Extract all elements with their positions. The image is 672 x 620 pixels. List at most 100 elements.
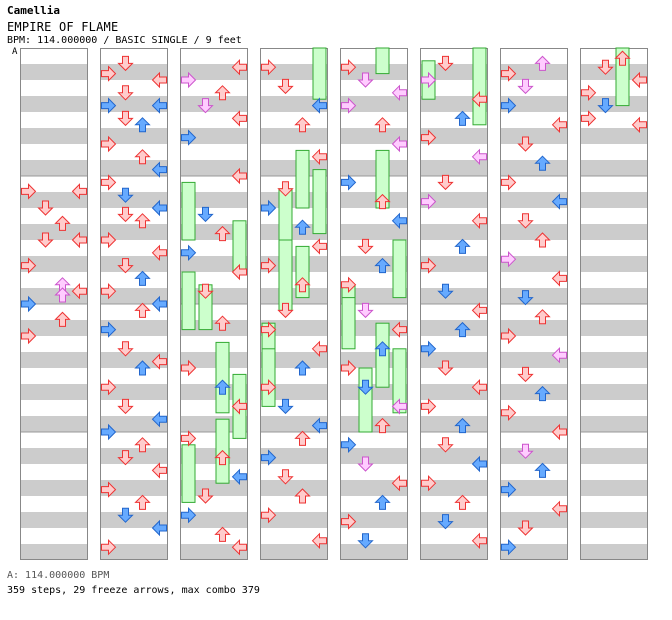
arrow-up-blue (134, 270, 151, 286)
beat-stripe (580, 320, 648, 336)
beat-stripe (340, 288, 408, 304)
beat-stripe (420, 288, 488, 304)
arrow-left-blue (101, 423, 117, 441)
arrow-right-red (551, 116, 567, 134)
arrow-shape (261, 378, 277, 396)
arrow-shape (71, 231, 87, 249)
arrow-right-blue (311, 417, 327, 434)
freeze-arrow-right (312, 47, 327, 100)
chart-info: BPM: 114.000000 / BASIC SINGLE / 9 feet (7, 35, 242, 46)
beat-stripe (20, 192, 88, 208)
arrow-left-red (261, 58, 277, 76)
arrow-shape (391, 84, 407, 102)
arrow-up-red (294, 430, 311, 446)
beat-stripe (340, 448, 408, 464)
beat-stripe (420, 544, 488, 560)
arrow-shape (581, 84, 597, 102)
arrow-shape (471, 148, 487, 166)
beat-stripe (100, 480, 168, 496)
beat-stripe (20, 96, 88, 112)
arrow-shape (294, 360, 311, 376)
arrow-up-pink (534, 55, 551, 71)
arrow-shape (551, 346, 567, 364)
arrow-shape (151, 353, 167, 370)
arrow-left-pink (181, 71, 197, 89)
arrow-right-red (551, 270, 567, 287)
arrow-up-red (214, 225, 231, 242)
column-border (420, 48, 488, 560)
beat-stripe (180, 288, 248, 304)
section-marker: A (12, 47, 18, 57)
arrow-shape (357, 533, 374, 549)
arrow-shape (214, 315, 231, 331)
arrow-down-red (117, 206, 134, 223)
arrow-shape (231, 468, 247, 486)
arrow-right-pink (391, 84, 407, 102)
arrow-right-red (631, 116, 647, 134)
arrow-shape (501, 404, 517, 422)
arrow-shape (71, 282, 87, 300)
beat-stripe (180, 512, 248, 528)
beat-stripe (340, 256, 408, 272)
arrow-down-pink (357, 456, 374, 472)
arrow-shape (437, 55, 454, 72)
beat-stripe (420, 448, 488, 464)
arrow-right-blue (151, 519, 167, 537)
arrow-shape (197, 98, 214, 114)
arrow-up-red (374, 193, 391, 210)
beat-stripe (180, 384, 248, 400)
arrow-left-blue (181, 244, 197, 262)
arrow-shape (117, 450, 134, 466)
arrow-shape (421, 474, 437, 492)
beat-stripe (180, 128, 248, 144)
arrow-shape (551, 193, 567, 210)
arrow-shape (134, 149, 151, 165)
arrow-up-red (294, 277, 311, 293)
arrow-shape (501, 65, 517, 82)
arrow-shape (231, 110, 247, 127)
beat-stripe (500, 480, 568, 496)
arrow-left-blue (261, 199, 277, 217)
beat-stripe (500, 384, 568, 400)
arrow-shape (54, 215, 71, 231)
arrow-shape (117, 55, 134, 72)
arrow-down-red (117, 258, 134, 274)
arrow-shape (197, 206, 214, 223)
beat-stripe (580, 288, 648, 304)
arrow-shape (151, 295, 167, 313)
beat-stripe (100, 64, 168, 80)
beat-stripe (500, 544, 568, 560)
arrow-down-red (117, 450, 134, 466)
arrow-right-red (231, 398, 247, 415)
arrow-shape (231, 58, 247, 76)
arrow-shape (421, 398, 437, 415)
arrow-up-blue (454, 417, 471, 434)
arrow-shape (117, 398, 134, 415)
freeze-arrow-down (358, 367, 373, 433)
arrow-left-blue (341, 174, 357, 191)
freeze-arrow-right (392, 239, 407, 299)
column-border (500, 48, 568, 560)
arrow-shape (277, 469, 294, 485)
beat-stripe (20, 448, 88, 464)
arrow-shape (101, 65, 117, 82)
beat-stripe (20, 512, 88, 528)
arrow-shape (534, 155, 551, 171)
beat-stripe (260, 128, 328, 144)
arrow-left-red (261, 378, 277, 396)
arrow-up-red (214, 315, 231, 331)
arrow-down-red (197, 488, 214, 504)
arrow-down-red (357, 238, 374, 255)
arrow-right-red (71, 231, 87, 249)
beat-stripe (580, 448, 648, 464)
arrow-shape (311, 532, 327, 550)
arrow-up-red (614, 50, 631, 66)
beat-stripe (100, 512, 168, 528)
arrow-shape (37, 200, 54, 216)
arrow-down-red (437, 360, 454, 376)
arrow-right-blue (151, 410, 167, 428)
arrow-shape (54, 287, 71, 303)
arrow-up-blue (134, 117, 151, 133)
beat-stripe (100, 416, 168, 432)
arrow-shape (134, 360, 151, 376)
